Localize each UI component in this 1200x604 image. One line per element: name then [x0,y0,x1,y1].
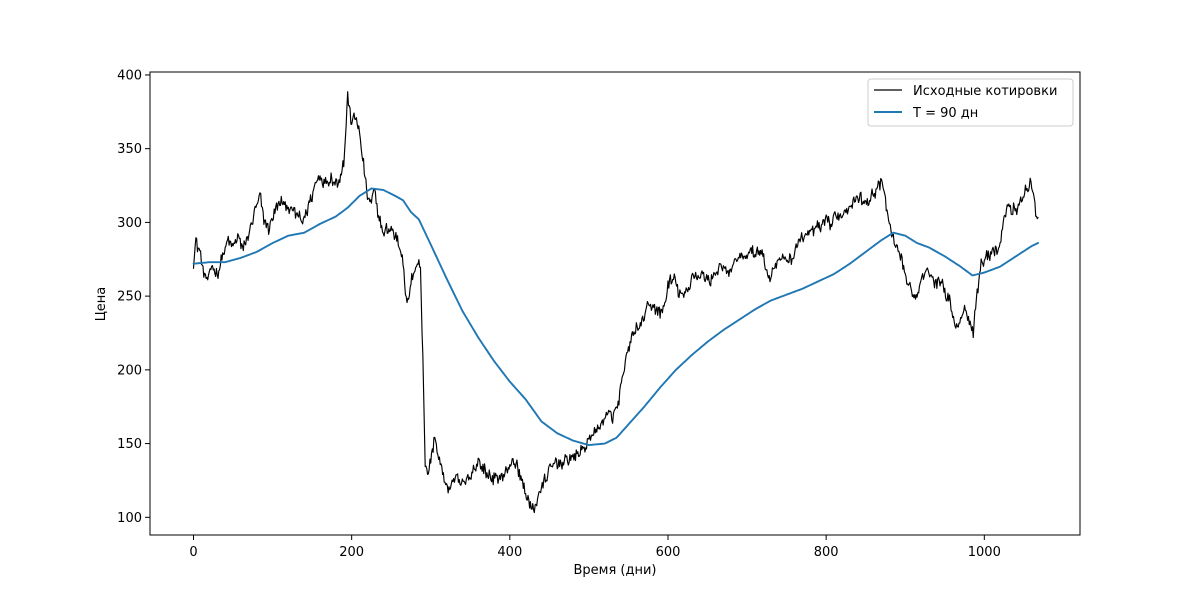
y-tick-label: 300 [117,216,142,231]
x-tick-label: 1000 [968,545,1001,560]
x-tick-label: 800 [814,545,839,560]
y-tick-label: 150 [117,437,142,452]
legend-label-smooth: T = 90 дн [912,106,978,121]
raw-quotes-line [192,91,1039,514]
legend-box [867,78,1074,127]
plot-area [150,72,1080,535]
x-tick-label: 0 [189,545,197,560]
x-axis: 0 200 400 600 800 1000 [189,535,1001,560]
legend-label-raw: Исходные котировки [913,84,1057,99]
x-tick-label: 400 [497,545,522,560]
y-tick-label: 250 [117,290,142,305]
series-layer [192,91,1040,514]
x-tick-label: 600 [656,545,681,560]
y-axis: 100 150 200 250 300 350 400 [117,68,150,526]
smoothed-line [192,187,1040,446]
y-axis-label: Цена [94,287,109,322]
axes-frame [149,71,1081,536]
legend: Исходные котировки T = 90 дн [867,78,1074,127]
y-tick-label: 350 [117,142,142,157]
y-tick-label: 400 [117,68,142,83]
x-tick-label: 200 [339,545,364,560]
x-axis-label: Время (дни) [573,563,656,578]
y-tick-label: 100 [117,511,142,526]
y-tick-label: 200 [117,363,142,378]
